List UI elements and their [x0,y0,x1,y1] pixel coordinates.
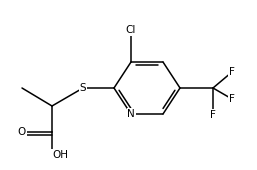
Text: S: S [80,83,86,93]
Text: N: N [127,109,135,119]
Text: F: F [229,67,235,77]
Text: F: F [210,110,216,120]
Text: F: F [229,94,235,104]
Text: Cl: Cl [126,25,136,35]
Text: OH: OH [52,150,68,160]
Text: O: O [18,127,26,137]
